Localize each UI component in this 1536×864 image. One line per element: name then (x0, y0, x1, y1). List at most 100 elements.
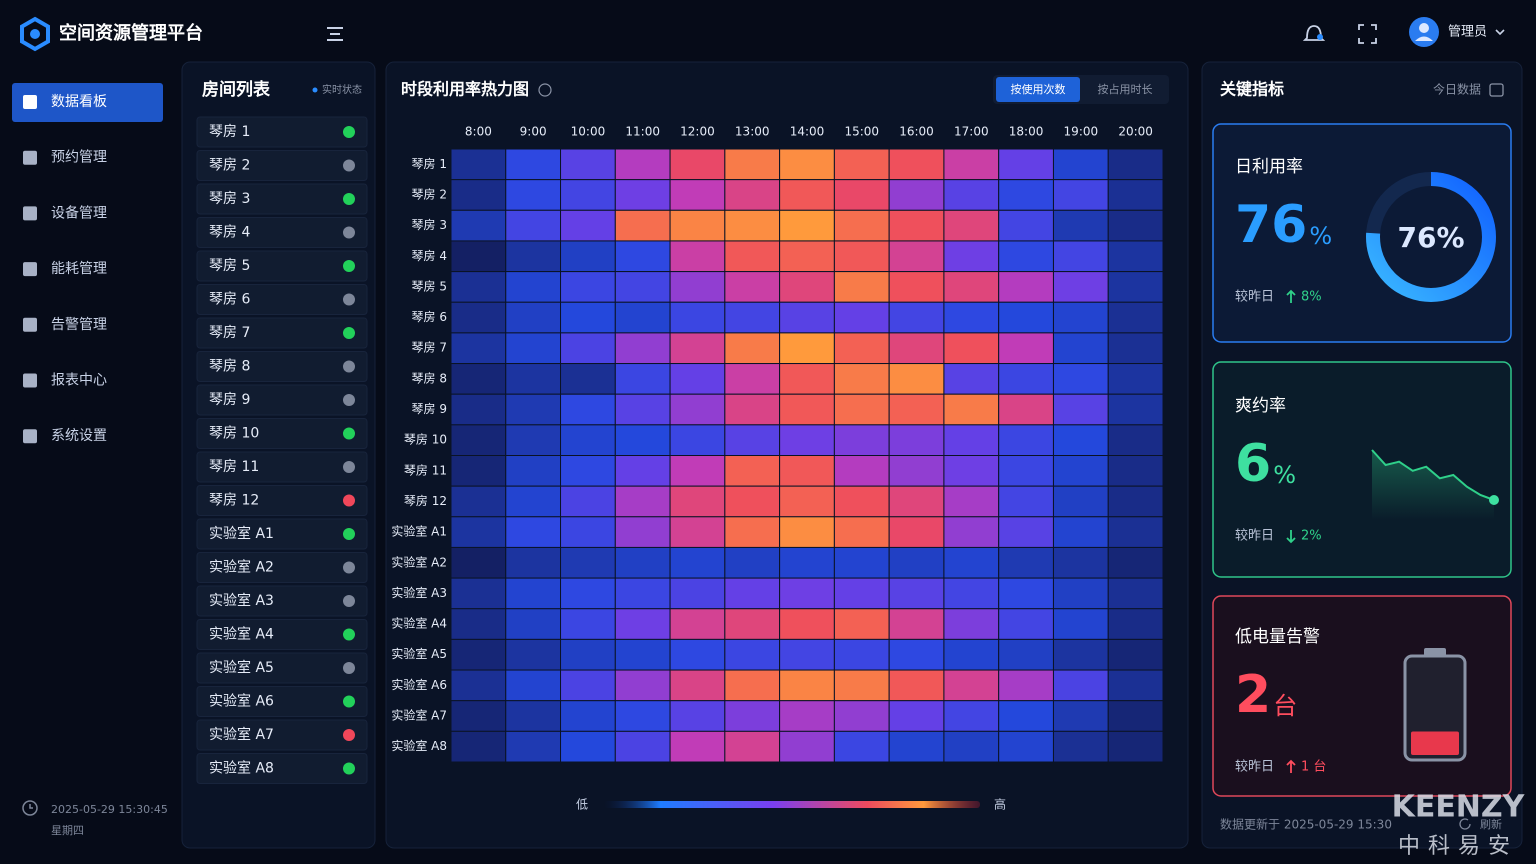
nav-icon (23, 317, 37, 332)
heat-cell (943, 209, 1000, 242)
heat-cell (998, 209, 1054, 242)
user-chevron[interactable] (1495, 29, 1505, 36)
heat-cell (450, 332, 507, 365)
legend-high: 高 (994, 797, 1006, 812)
nav-item[interactable]: 能耗管理 (51, 261, 107, 277)
nav-item[interactable]: 系统设置 (51, 428, 107, 444)
room-row[interactable] (196, 652, 368, 684)
refresh[interactable]: 刷新 (1480, 817, 1502, 831)
room-name: 琴房 10 (209, 426, 259, 442)
tab[interactable]: 按使用次数 (1011, 82, 1066, 96)
room-row[interactable] (196, 619, 368, 650)
heat-cell (450, 455, 507, 487)
nav-icon (23, 206, 37, 221)
kpi-label: 日利用率 (1235, 157, 1303, 177)
room-row[interactable] (196, 351, 368, 382)
heat-cell (560, 179, 616, 211)
heat-cell (833, 301, 890, 334)
room-name: 琴房 1 (209, 124, 250, 140)
room-row[interactable] (196, 217, 368, 248)
heat-cell (1107, 363, 1164, 395)
heat-cell (614, 485, 671, 518)
change-arrow (1286, 530, 1296, 544)
heat-cell (1107, 577, 1164, 610)
row-label: 琴房 3 (412, 217, 447, 232)
heat-cell (669, 608, 726, 640)
heat-cell (1107, 455, 1164, 487)
room-status (343, 729, 355, 741)
calendar-icon[interactable] (1489, 83, 1504, 97)
heat-cell (560, 546, 616, 579)
nav-item[interactable]: 数据看板 (51, 94, 107, 110)
room-row[interactable] (196, 418, 368, 449)
nav-item[interactable]: 告警管理 (51, 317, 107, 333)
weekday: 星期四 (51, 824, 84, 837)
room-row[interactable] (196, 552, 368, 583)
heat-cell (1052, 485, 1109, 518)
room-row[interactable] (196, 250, 368, 282)
room-row[interactable] (196, 518, 368, 550)
hour-label: 13:00 (735, 125, 770, 139)
heat-cell (1107, 485, 1164, 518)
heat-cell (560, 393, 616, 426)
heat-cell (1107, 209, 1164, 242)
nav-item[interactable]: 报表中心 (51, 373, 107, 389)
heat-cell (560, 332, 616, 365)
room-name: 琴房 11 (209, 459, 259, 475)
room-row[interactable] (196, 183, 368, 215)
heat-cell (943, 730, 1000, 763)
heat-cell (450, 638, 507, 671)
heat-cell (450, 209, 507, 242)
room-row[interactable] (196, 451, 368, 483)
nav-item[interactable]: 预约管理 (51, 150, 107, 166)
room-row[interactable] (196, 719, 368, 751)
date-label[interactable]: 今日数据 (1433, 82, 1481, 97)
heat-cell (833, 638, 890, 671)
heat-cell (779, 332, 835, 365)
tab[interactable]: 按占用时长 (1098, 82, 1153, 96)
fullscreen-icon[interactable] (1358, 24, 1377, 44)
user-name[interactable]: 管理员 (1448, 25, 1487, 40)
heat-cell (450, 516, 507, 548)
room-status (343, 628, 355, 641)
heat-cell (943, 332, 1000, 365)
nav-icon (23, 429, 37, 444)
heat-cell (669, 393, 726, 426)
heat-cell (450, 608, 507, 640)
heat-cell (450, 669, 507, 702)
heat-cell (614, 455, 671, 487)
heat-cell (1107, 638, 1164, 671)
heat-cell (1052, 363, 1109, 395)
heat-cell (724, 301, 781, 334)
room-row[interactable] (196, 150, 368, 181)
nav-item[interactable]: 设备管理 (51, 204, 107, 221)
room-row[interactable] (196, 116, 368, 148)
room-name: 实验室 A3 (209, 592, 274, 609)
room-row[interactable] (196, 284, 368, 315)
heat-cell (779, 638, 835, 671)
room-row[interactable] (196, 585, 368, 617)
room-row[interactable] (196, 753, 368, 784)
heat-cell (560, 240, 616, 273)
bell-badge (1317, 34, 1323, 40)
info-icon[interactable] (538, 83, 552, 97)
spark-line (1371, 449, 1495, 501)
room-row[interactable] (196, 686, 368, 717)
heat-cell (724, 730, 781, 763)
refresh-icon[interactable] (1459, 818, 1471, 830)
heat-cell (943, 148, 1000, 181)
hour-label: 8:00 (465, 125, 492, 139)
room-status (343, 360, 355, 373)
heat-cell (779, 209, 835, 242)
room-row[interactable] (196, 485, 368, 516)
heat-cell (888, 424, 945, 457)
room-row[interactable] (196, 317, 368, 349)
heat-cell (998, 608, 1054, 640)
heat-cell (505, 638, 562, 671)
heat-cell (614, 332, 671, 365)
heat-cell (724, 700, 781, 732)
hour-label: 12:00 (680, 125, 715, 139)
menu-toggle[interactable] (327, 27, 343, 41)
spark-area (1372, 450, 1494, 520)
room-row[interactable] (196, 384, 368, 416)
